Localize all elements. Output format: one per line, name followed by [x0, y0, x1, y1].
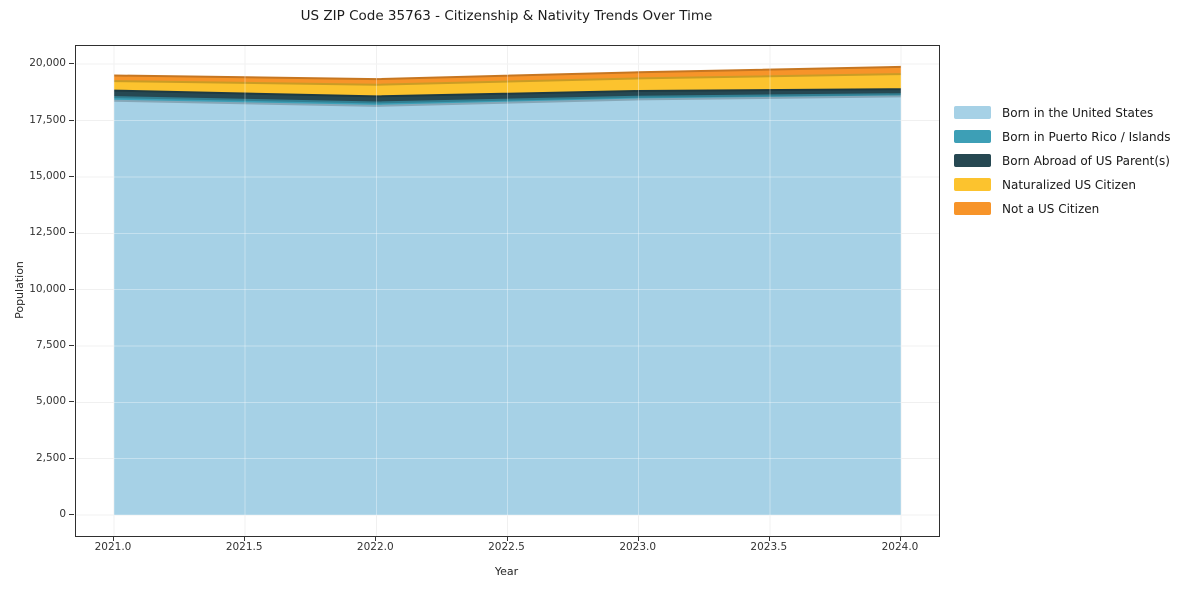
x-tick-label: 2023.0	[619, 541, 657, 553]
legend-label: Born Abroad of US Parent(s)	[1002, 153, 1170, 168]
y-tick-label: 0	[59, 508, 66, 520]
y-axis-title: Population	[13, 261, 26, 319]
legend-swatch-born-abroad	[954, 154, 991, 167]
y-tick-label: 2,500	[35, 451, 66, 464]
y-tick	[69, 344, 74, 346]
legend-label: Not a US Citizen	[1002, 201, 1100, 216]
x-tick	[244, 536, 246, 541]
x-tick	[768, 536, 770, 541]
x-tick-label: 2023.5	[750, 541, 788, 553]
y-tick-label: 20,000	[29, 57, 66, 70]
legend: Born in the United States Born in Puerto…	[954, 106, 1171, 226]
y-tick	[69, 175, 74, 177]
legend-item: Born in the United States	[954, 105, 1171, 120]
y-tick-label: 17,500	[29, 113, 66, 126]
y-tick	[69, 457, 74, 459]
x-tick-label: 2021.0	[94, 541, 132, 553]
x-tick	[506, 536, 508, 541]
y-tick-label: 15,000	[29, 169, 66, 182]
x-tick-label: 2022.0	[356, 541, 394, 553]
x-tick-label: 2022.5	[488, 541, 525, 553]
legend-swatch-born-pr	[954, 130, 991, 143]
legend-item: Not a US Citizen	[954, 201, 1171, 216]
y-tick-label: 12,500	[29, 226, 66, 239]
plot-panel	[75, 45, 940, 537]
chart-title: US ZIP Code 35763 - Citizenship & Nativi…	[300, 8, 713, 24]
y-tick	[69, 119, 74, 121]
y-tick	[69, 401, 74, 403]
legend-item: Naturalized US Citizen	[954, 177, 1171, 192]
stacked-area-svg	[76, 46, 939, 536]
legend-swatch-not-citizen	[954, 202, 991, 215]
x-tick-label: 2021.5	[225, 541, 263, 553]
legend-item: Born Abroad of US Parent(s)	[954, 153, 1171, 168]
legend-swatch-born-us	[954, 106, 991, 119]
x-axis-title: Year	[494, 565, 519, 578]
y-tick	[69, 63, 74, 65]
y-tick	[69, 232, 74, 234]
y-tick-label: 7,500	[35, 338, 66, 351]
y-tick-label: 5,000	[35, 395, 66, 408]
y-tick	[69, 288, 74, 290]
legend-label: Born in Puerto Rico / Islands	[1002, 129, 1171, 144]
x-tick	[375, 536, 377, 541]
legend-label: Naturalized US Citizen	[1002, 177, 1136, 192]
x-tick	[637, 536, 639, 541]
y-tick	[69, 514, 74, 515]
y-tick-label: 10,000	[29, 282, 66, 295]
x-tick	[900, 536, 901, 541]
x-tick	[113, 536, 114, 541]
legend-item: Born in Puerto Rico / Islands	[954, 129, 1171, 144]
x-tick-label: 2024.0	[881, 541, 919, 553]
legend-label: Born in the United States	[1002, 105, 1154, 120]
legend-swatch-naturalized	[954, 178, 991, 191]
